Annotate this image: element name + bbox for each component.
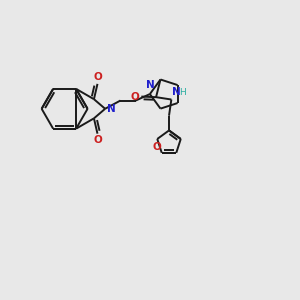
Text: O: O bbox=[93, 135, 102, 146]
Text: N: N bbox=[172, 87, 181, 97]
Text: N: N bbox=[106, 104, 116, 114]
Text: H: H bbox=[180, 88, 186, 97]
Text: O: O bbox=[93, 72, 102, 82]
Text: O: O bbox=[153, 142, 162, 152]
Text: N: N bbox=[146, 80, 154, 90]
Text: O: O bbox=[131, 92, 140, 102]
